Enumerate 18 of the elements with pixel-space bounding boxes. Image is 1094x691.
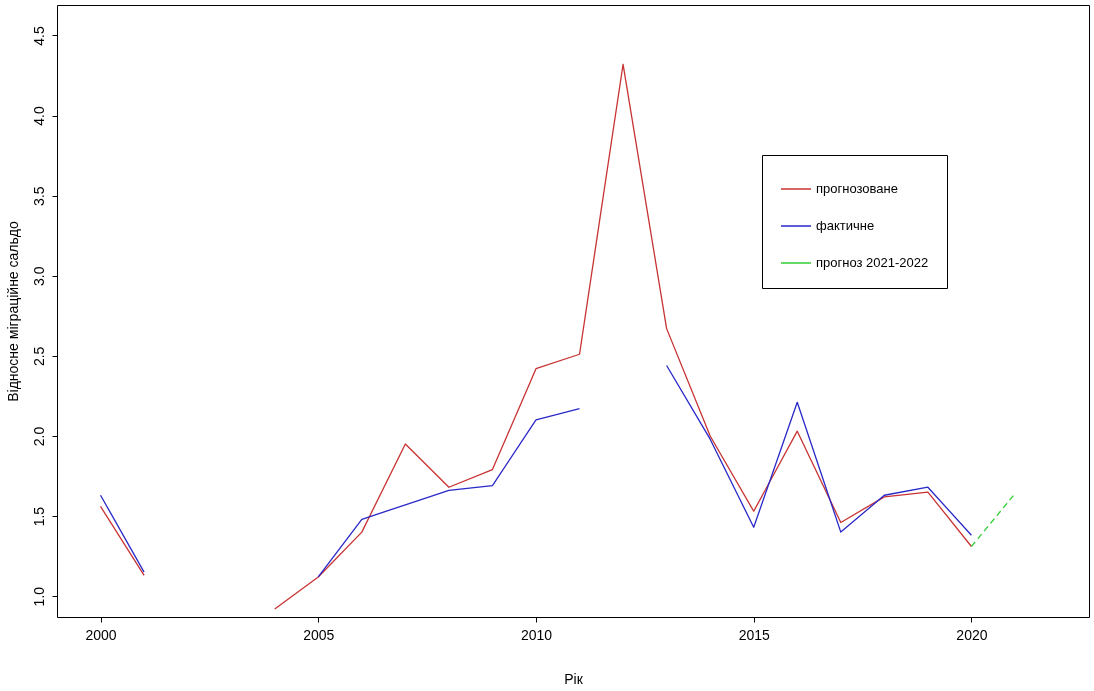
y-tick-label: 3.0 [30, 266, 47, 286]
x-tick-label: 2005 [303, 626, 335, 643]
x-axis-title: Рік [564, 670, 584, 687]
y-tick-label: 2.0 [30, 426, 47, 447]
legend-label: фактичне [816, 218, 875, 233]
legend-label: прогноз 2021-2022 [816, 255, 929, 270]
y-tick-label: 4.5 [30, 26, 47, 46]
x-tick-label: 2015 [738, 626, 770, 643]
x-tick-label: 2010 [520, 626, 553, 643]
x-tick-label: 2020 [956, 626, 988, 643]
y-tick-label: 1.5 [30, 506, 47, 527]
y-tick-label: 4.0 [30, 106, 47, 126]
y-tick-label: 1.0 [30, 586, 47, 607]
y-tick-label: 2.5 [30, 346, 47, 367]
legend-label: прогнозоване [816, 181, 898, 196]
x-tick-label: 2000 [85, 626, 117, 643]
y-tick-label: 3.5 [30, 186, 47, 206]
y-axis-title: Відносне міграційне сальдо [4, 221, 21, 402]
